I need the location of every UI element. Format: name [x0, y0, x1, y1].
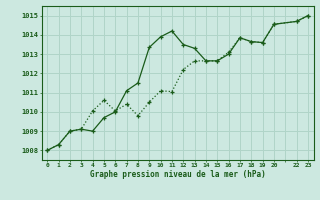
X-axis label: Graphe pression niveau de la mer (hPa): Graphe pression niveau de la mer (hPa) — [90, 170, 266, 179]
